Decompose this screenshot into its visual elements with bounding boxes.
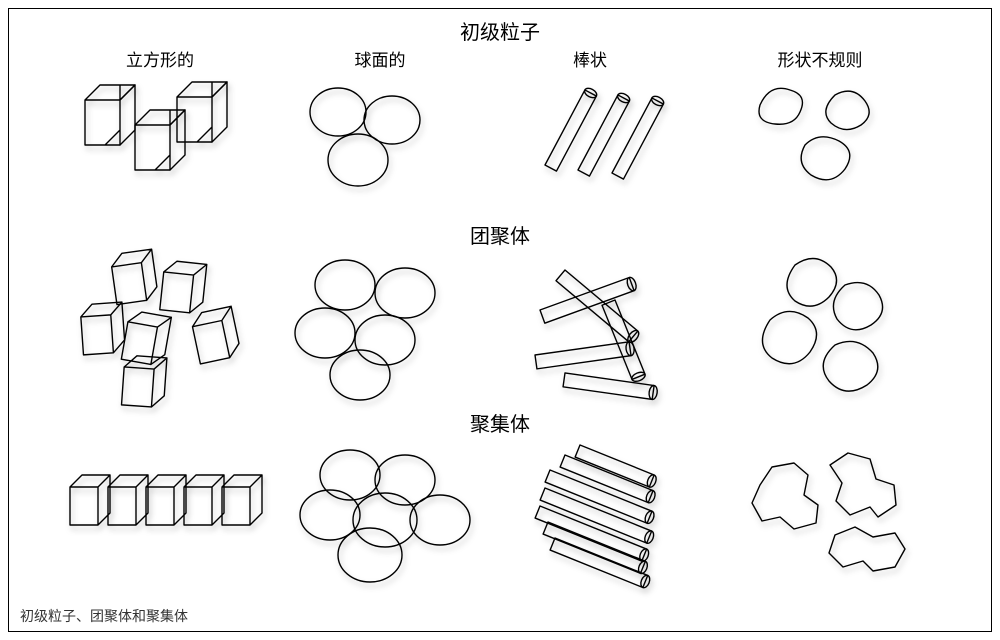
col-head-irregular: 形状不规则 [760,46,880,71]
page: 初级粒子 团聚体 聚集体 立方形的 球面的 棒状 形状不规则 初级粒子、团聚体和… [0,0,1000,640]
col-head-spherical: 球面的 [320,46,440,71]
row-title-primary: 初级粒子 [0,16,1000,45]
cell-sphere-aggregate [290,440,490,590]
col-head-rod: 棒状 [530,46,650,71]
cell-cube-aggregate [70,460,280,550]
cell-sphere-primary [300,80,460,200]
figure-caption: 初级粒子、团聚体和聚集体 [20,606,188,626]
cell-rod-primary [520,70,680,190]
cell-cube-agglomerate [70,250,270,410]
cell-irregular-aggregate [740,440,950,590]
cell-sphere-agglomerate [290,255,480,405]
cell-irregular-primary [740,75,920,195]
cell-rod-agglomerate [510,255,710,405]
cell-cube-primary [70,70,250,200]
row-title-aggregate: 聚集体 [0,408,1000,437]
cell-rod-aggregate [520,440,720,590]
cell-irregular-agglomerate [740,250,940,410]
col-head-cubic: 立方形的 [100,46,220,71]
row-title-agglomerate: 团聚体 [0,220,1000,249]
